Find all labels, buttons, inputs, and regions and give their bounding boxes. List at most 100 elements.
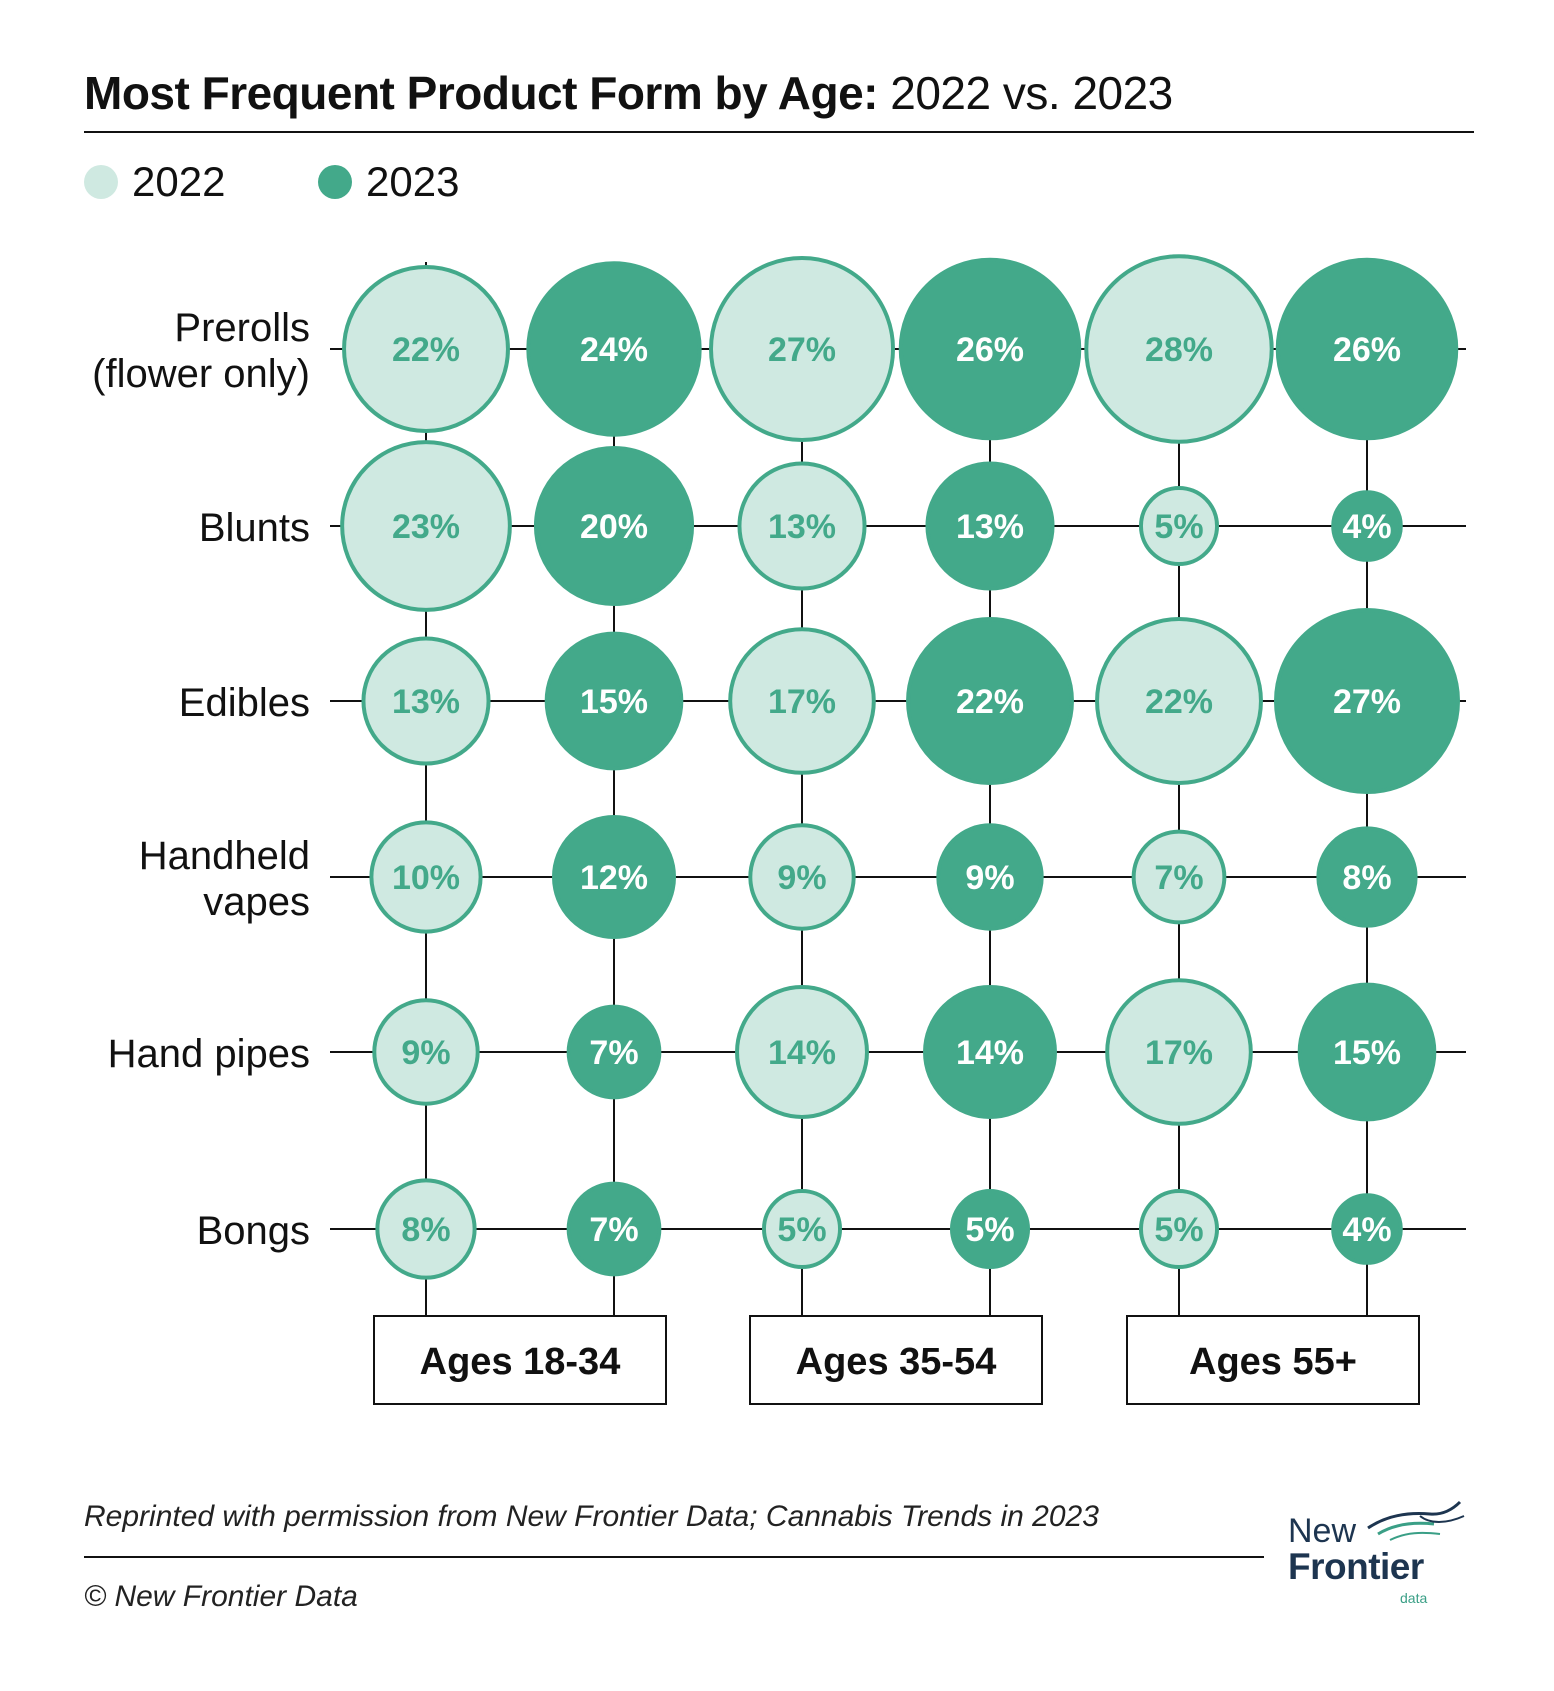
bubble-value-label: 17% <box>1145 1034 1213 1072</box>
bubble-value-label: 14% <box>768 1034 836 1072</box>
bubble-2023 <box>566 1004 662 1100</box>
bubble-2022 <box>361 636 491 766</box>
legend-item-2023: 2023 <box>318 158 459 206</box>
age-group-label: Ages 55+ <box>1189 1341 1357 1383</box>
bubble-2022 <box>1095 617 1263 785</box>
bubble-value-label: 5% <box>965 1211 1014 1249</box>
bubble-value-label: 8% <box>401 1211 450 1249</box>
row-label: (flower only) <box>92 352 310 396</box>
bubble-value-label: 23% <box>392 508 460 546</box>
age-group-box <box>373 1315 667 1405</box>
copyright-note: © New Frontier Data <box>84 1580 358 1613</box>
age-group-box <box>749 1315 1043 1405</box>
bubble-value-label: 7% <box>589 1211 638 1249</box>
row-label: Hand pipes <box>108 1032 310 1076</box>
age-group-label: Ages 35-54 <box>796 1341 997 1383</box>
bubble-2023 <box>936 823 1044 931</box>
age-group-box <box>1126 1315 1420 1405</box>
bubble-2022 <box>708 255 896 443</box>
bubbles: 22% 24% 27% 26% 28% 26% 23% 20% 13% 13% 5% 4% 13% 15%… <box>340 254 1461 1280</box>
bubble-2022 <box>1138 485 1220 567</box>
row-label: vapes <box>203 880 310 924</box>
bubble-2022 <box>372 998 480 1106</box>
row-label: Edibles <box>179 681 310 725</box>
bubble-2023 <box>906 617 1074 785</box>
logo-text-new: New <box>1288 1512 1357 1550</box>
bubble-value-label: 4% <box>1342 508 1391 546</box>
bubble-2023 <box>1273 607 1461 795</box>
bubble-value-label: 15% <box>1333 1034 1401 1072</box>
bubble-value-label: 9% <box>965 859 1014 897</box>
chart-title-years: 2022 vs. 2023 <box>877 67 1173 119</box>
legend-label-2023: 2023 <box>366 158 460 205</box>
bubble-value-label: 12% <box>580 859 648 897</box>
legend-swatch-2023 <box>318 165 352 199</box>
bubble-2023 <box>551 814 677 940</box>
legend-label-2022: 2022 <box>132 158 226 205</box>
bubble-value-label: 27% <box>1333 683 1401 721</box>
bubble-value-label: 13% <box>956 508 1024 546</box>
bubble-2023 <box>1331 1193 1403 1265</box>
bubble-2023 <box>526 261 702 437</box>
bubble-value-label: 5% <box>1154 1211 1203 1249</box>
bubble-value-label: 22% <box>392 331 460 369</box>
chart-title: Most Frequent Product Form by Age: 2022 … <box>84 66 1173 120</box>
bubble-2022 <box>1105 978 1253 1126</box>
bubble-2022 <box>761 1188 843 1270</box>
bubble-value-label: 9% <box>401 1034 450 1072</box>
bubble-2022 <box>342 265 510 433</box>
bubble-value-label: 27% <box>768 331 836 369</box>
bubble-2022 <box>369 820 483 934</box>
horse-logo-icon <box>1367 1500 1465 1541</box>
row-label: Prerolls <box>174 306 310 350</box>
bubble-2023 <box>1331 490 1403 562</box>
bubble-value-label: 20% <box>580 508 648 546</box>
bubble-value-label: 24% <box>580 331 648 369</box>
bubble-2022 <box>748 823 856 931</box>
bubble-2023 <box>925 461 1055 591</box>
bubble-2022 <box>1131 829 1227 925</box>
bubble-2023 <box>533 445 695 607</box>
gridlines <box>330 262 1466 1316</box>
bubble-value-label: 15% <box>580 683 648 721</box>
logo-text-data: data <box>1400 1590 1428 1606</box>
row-label: Bongs <box>197 1209 310 1253</box>
bubble-value-label: 5% <box>777 1211 826 1249</box>
bubble-2022 <box>735 985 869 1119</box>
bubble-2022 <box>1138 1188 1220 1270</box>
bubble-value-label: 7% <box>1154 859 1203 897</box>
bubble-2023 <box>544 631 684 771</box>
bubble-value-label: 17% <box>768 683 836 721</box>
bubble-2022 <box>340 440 512 612</box>
title-divider <box>84 131 1474 133</box>
bubble-2023 <box>1275 257 1459 441</box>
logo-text-frontier: Frontier <box>1288 1546 1424 1587</box>
bubble-value-label: 14% <box>956 1034 1024 1072</box>
row-label: Blunts <box>199 506 310 550</box>
bubble-value-label: 22% <box>1145 683 1213 721</box>
bubble-2022 <box>375 1178 477 1280</box>
source-note: Reprinted with permission from New Front… <box>84 1500 1099 1533</box>
bubble-value-label: 7% <box>589 1034 638 1072</box>
bubble-2023 <box>923 985 1057 1119</box>
bubble-value-label: 28% <box>1145 331 1213 369</box>
bubble-2023 <box>949 1188 1031 1270</box>
bubble-value-label: 9% <box>777 859 826 897</box>
bubble-2023 <box>1316 826 1418 928</box>
bubble-value-label: 22% <box>956 683 1024 721</box>
bubble-2023 <box>898 257 1082 441</box>
bubble-value-label: 8% <box>1342 859 1391 897</box>
bubble-value-label: 26% <box>956 331 1024 369</box>
age-group-label: Ages 18-34 <box>420 1341 621 1383</box>
legend-swatch-2022 <box>84 165 118 199</box>
bubble-value-label: 10% <box>392 859 460 897</box>
bubble-value-label: 13% <box>768 508 836 546</box>
footer-divider <box>84 1556 1264 1558</box>
bubble-value-label: 4% <box>1342 1211 1391 1249</box>
new-frontier-logo: New Frontier data <box>1288 1496 1468 1606</box>
bubble-2023 <box>1297 982 1437 1122</box>
bubble-2022 <box>1084 254 1274 444</box>
bubble-value-label: 26% <box>1333 331 1401 369</box>
bubble-2022 <box>737 461 867 591</box>
row-label: Handheld <box>139 834 310 878</box>
